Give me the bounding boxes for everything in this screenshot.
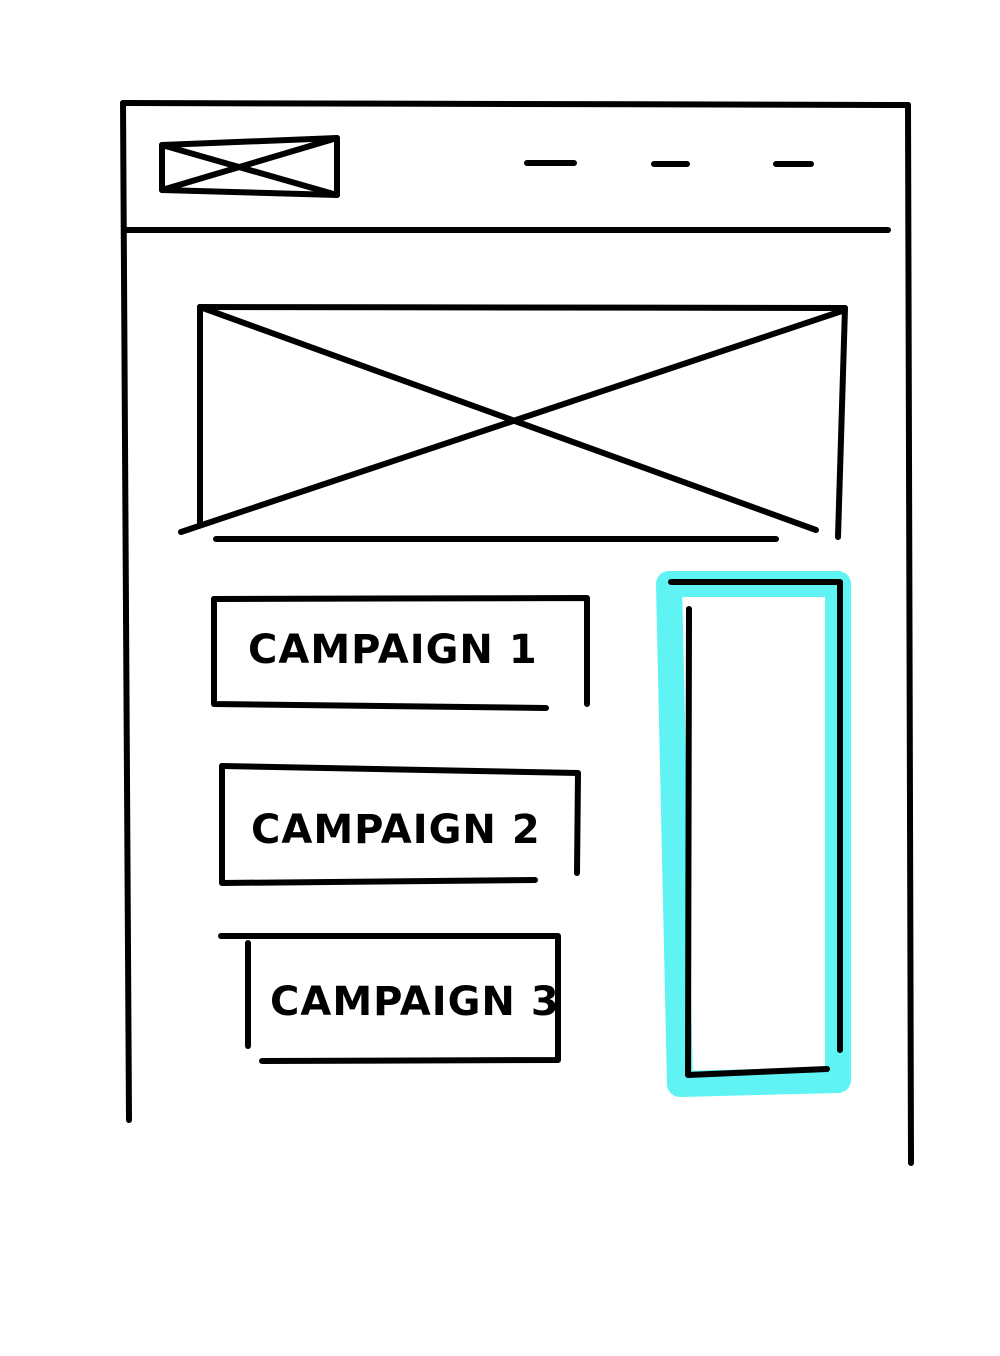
nav-link-1[interactable] xyxy=(524,160,577,166)
highlight-marker xyxy=(656,571,851,1097)
campaign-1-label: CAMPAIGN 1 xyxy=(248,627,538,673)
campaign-2-label: CAMPAIGN 2 xyxy=(251,807,541,853)
campaign-card-2[interactable] xyxy=(219,763,581,886)
hero-image-placeholder xyxy=(178,304,848,542)
nav-link-3[interactable] xyxy=(773,161,814,167)
campaign-card-1[interactable] xyxy=(211,595,590,711)
campaign-card-3[interactable] xyxy=(218,933,561,1064)
logo-placeholder[interactable] xyxy=(159,135,340,198)
page-frame xyxy=(120,100,914,1166)
campaign-3-label: CAMPAIGN 3 xyxy=(270,979,560,1025)
highlighted-sidebar-panel[interactable] xyxy=(656,571,851,1097)
nav-link-2[interactable] xyxy=(651,161,690,167)
